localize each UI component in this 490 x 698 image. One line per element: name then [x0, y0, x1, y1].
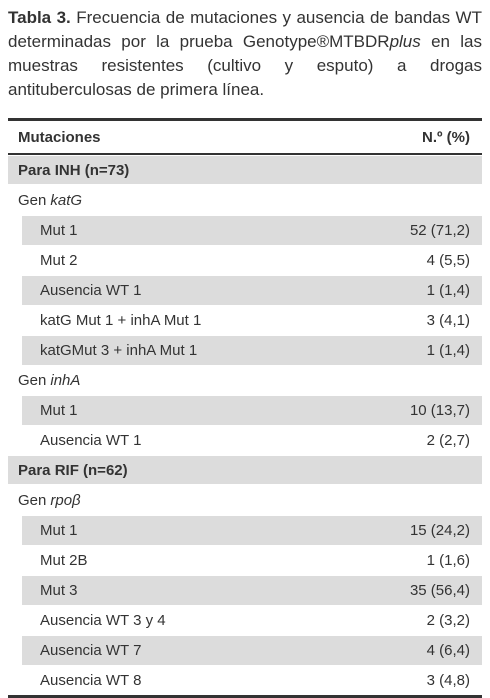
- table: Mutaciones N.º (%) Para INH (n=73) Gen kat…: [8, 118, 482, 698]
- label-text: Ausencia WT 1: [40, 432, 142, 449]
- label-text: Para INH (n=73): [18, 161, 130, 179]
- header-row: Mutaciones N.º (%): [8, 121, 482, 155]
- data-row: Mut 2 4 (5,5): [22, 246, 482, 275]
- data-row: Ausencia WT 8 3 (4,8): [22, 666, 482, 695]
- row-value: 35 (56,4): [409, 582, 470, 599]
- row-value: 3 (4,1): [426, 312, 470, 329]
- data-row: Ausencia WT 1 2 (2,7): [22, 426, 482, 455]
- row-value: 2 (3,2): [426, 612, 470, 629]
- row-value: 4 (5,5): [426, 252, 470, 269]
- caption-italic: plus: [389, 32, 421, 51]
- gene-row: Gen inhA: [8, 366, 482, 395]
- gene-prefix: Gen: [18, 492, 47, 509]
- row-label: Mut 1: [22, 402, 410, 419]
- row-label: Mut 3: [22, 582, 410, 599]
- gene-row: Gen rpoβ: [8, 486, 482, 515]
- gene-name: katG: [50, 192, 83, 209]
- label-text: Ausencia WT 7: [40, 642, 142, 659]
- row-value: 3 (4,8): [426, 672, 470, 689]
- data-row: Mut 2B 1 (1,6): [22, 546, 482, 575]
- row-label: Ausencia WT 7: [22, 642, 427, 659]
- row-value: 4 (6,4): [426, 642, 470, 659]
- row-label: Gen inhA: [8, 372, 482, 389]
- row-value: 52 (71,2): [409, 222, 470, 239]
- label-text: Ausencia WT 3 y 4: [40, 612, 166, 629]
- data-row: Mut 1 15 (24,2): [22, 516, 482, 545]
- caption-text-end: en las muestras resistentes (cultivo y e…: [8, 32, 482, 99]
- row-value: 15 (24,2): [409, 522, 470, 539]
- row-label: katGMut 3 + inhA Mut 1: [22, 342, 427, 359]
- row-value: 1 (1,4): [426, 342, 470, 359]
- gene-name: inhA: [50, 372, 81, 389]
- row-label: Mut 1: [22, 222, 410, 239]
- row-label: Ausencia WT 1: [22, 432, 427, 449]
- caption: Tabla 3. Frecuencia de mutaciones y ause…: [8, 6, 482, 102]
- row-label: Mut 2B: [22, 552, 427, 569]
- label-text: katG Mut 1 + inhA Mut 1: [40, 312, 202, 329]
- gene-prefix: Gen: [18, 192, 47, 209]
- data-row: katG Mut 1 + inhA Mut 1 3 (4,1): [22, 306, 482, 335]
- row-label: Para RIF (n=62): [8, 462, 482, 479]
- gene-row: Gen katG: [8, 186, 482, 215]
- header-cell: Mutaciones: [18, 128, 101, 146]
- row-label: katG Mut 1 + inhA Mut 1: [22, 312, 427, 329]
- label-text: Mut 1: [40, 522, 78, 539]
- label-text: Mut 2: [40, 252, 78, 269]
- row-label: Para INH (n=73): [8, 162, 482, 179]
- label-text: Mut 2B: [40, 552, 88, 569]
- row-label: Gen katG: [8, 192, 482, 209]
- label-text: Mut 1: [40, 222, 78, 239]
- section-row: Para RIF (n=62): [8, 456, 482, 485]
- caption-label: Tabla 3.: [8, 8, 71, 27]
- header-cell: N.º (%): [422, 128, 470, 146]
- row-label: Ausencia WT 1: [22, 282, 427, 299]
- row-value: 10 (13,7): [409, 402, 470, 419]
- row-label: Ausencia WT 8: [22, 672, 427, 689]
- data-row: Ausencia WT 1 1 (1,4): [22, 276, 482, 305]
- label-text: Ausencia WT 8: [40, 672, 142, 689]
- row-label: Ausencia WT 3 y 4: [22, 612, 427, 629]
- gene-prefix: Gen: [18, 372, 47, 389]
- label-text: Mut 1: [40, 402, 78, 419]
- data-row: Ausencia WT 3 y 4 2 (3,2): [22, 606, 482, 635]
- data-row: katGMut 3 + inhA Mut 1 1 (1,4): [22, 336, 482, 365]
- section-row: Para INH (n=73): [8, 156, 482, 185]
- data-row: Mut 1 52 (71,2): [22, 216, 482, 245]
- row-value: 2 (2,7): [426, 432, 470, 449]
- data-row: Mut 3 35 (56,4): [22, 576, 482, 605]
- label-text: Ausencia WT 1: [40, 282, 142, 299]
- row-label: Mut 2: [22, 252, 427, 269]
- data-row: Ausencia WT 7 4 (6,4): [22, 636, 482, 665]
- label-text: katGMut 3 + inhA Mut 1: [40, 342, 198, 359]
- label-text: Mut 3: [40, 582, 78, 599]
- data-row: Mut 1 10 (13,7): [22, 396, 482, 425]
- gene-name: rpoβ: [50, 492, 81, 509]
- row-label: Gen rpoβ: [8, 492, 482, 509]
- caption-text: Frecuencia de mutaciones y ausencia de b…: [8, 8, 482, 51]
- label-text: Para RIF (n=62): [18, 461, 128, 479]
- row-value: 1 (1,4): [426, 282, 470, 299]
- row-value: 1 (1,6): [426, 552, 470, 569]
- row-label: Mut 1: [22, 522, 410, 539]
